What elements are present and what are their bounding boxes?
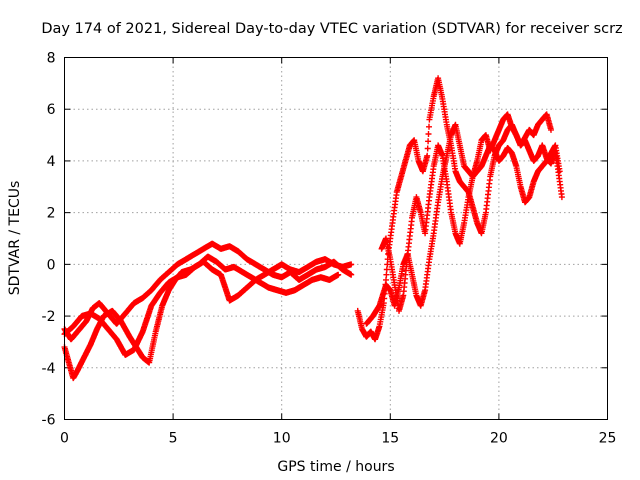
- data-series: [61, 75, 565, 382]
- data-point: [424, 145, 431, 152]
- data-point: [383, 276, 389, 283]
- x-tick-label: 25: [599, 431, 617, 447]
- y-tick-label: -4: [42, 361, 56, 377]
- plot-frame: [64, 57, 608, 420]
- data-point: [556, 168, 563, 175]
- series-track-6: [378, 111, 554, 314]
- x-tick-label: 5: [169, 431, 178, 447]
- chart-title: Day 174 of 2021, Sidereal Day-to-day VTE…: [41, 21, 622, 37]
- x-tick-label: 20: [490, 431, 508, 447]
- series-track-4: [354, 75, 565, 343]
- y-tick-label: 2: [47, 206, 56, 222]
- data-point: [335, 271, 342, 278]
- data-point: [383, 266, 390, 273]
- y-tick-label: -6: [42, 413, 56, 429]
- x-tick-label: 0: [60, 431, 69, 447]
- data-point: [348, 261, 355, 268]
- data-point: [558, 194, 565, 201]
- x-axis-label: GPS time / hours: [277, 459, 394, 475]
- y-axis-label: SDTVAR / TECUs: [7, 181, 23, 296]
- data-point: [424, 152, 431, 159]
- y-tick-label: 6: [47, 102, 56, 118]
- y-tick-label: 0: [47, 257, 56, 273]
- y-tick-label: -2: [42, 309, 56, 325]
- x-tick-label: 15: [381, 431, 399, 447]
- series-track-5: [363, 121, 563, 327]
- series-track-3: [61, 256, 355, 358]
- axis-ticks: 0 5 10 15 20 25 -6 -4 -2 0 2 4 6 8: [42, 51, 617, 447]
- y-tick-label: 4: [47, 154, 56, 170]
- data-point: [548, 126, 554, 133]
- data-point: [383, 271, 390, 278]
- x-tick-label: 10: [273, 431, 291, 447]
- y-tick-label: 8: [47, 51, 56, 67]
- data-point: [425, 138, 432, 145]
- data-point: [426, 123, 432, 130]
- data-point: [425, 131, 432, 137]
- data-point: [348, 271, 355, 278]
- grid-lines: [64, 57, 608, 420]
